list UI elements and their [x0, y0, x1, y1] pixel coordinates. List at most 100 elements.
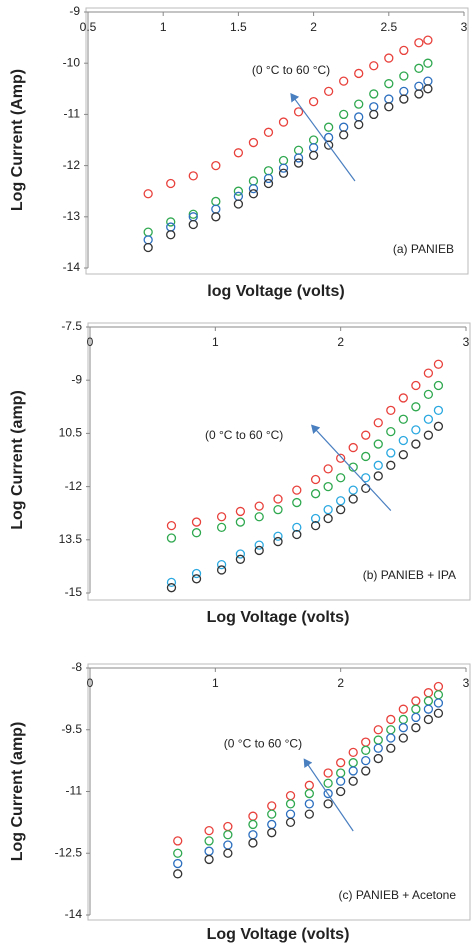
- plot-frame: [85, 7, 469, 275]
- y-tick-label: -15: [65, 585, 83, 599]
- data-point: [348, 462, 358, 472]
- data-point: [348, 494, 358, 504]
- data-point: [263, 127, 274, 137]
- data-point: [411, 696, 421, 706]
- data-point: [423, 35, 433, 45]
- data-point: [293, 153, 304, 163]
- data-point: [433, 698, 444, 708]
- data-point: [188, 209, 198, 219]
- data-point: [285, 799, 296, 809]
- x-tick-label: 2: [337, 335, 344, 349]
- y-tick-label: -12: [65, 479, 83, 493]
- data-point: [233, 186, 244, 196]
- data-point: [211, 160, 221, 171]
- data-point: [323, 132, 334, 143]
- x-tick-label: 2: [310, 20, 317, 34]
- data-point: [293, 158, 304, 168]
- y-tick-label: -11: [66, 784, 83, 798]
- data-point: [273, 531, 283, 541]
- data-point: [339, 130, 349, 140]
- data-point: [216, 522, 227, 533]
- data-point: [339, 122, 349, 132]
- data-point: [223, 848, 233, 858]
- data-point: [336, 758, 346, 768]
- data-point: [310, 474, 321, 485]
- data-point: [263, 166, 274, 176]
- data-point: [267, 801, 277, 811]
- data-point: [398, 733, 408, 743]
- arrow: [303, 758, 354, 832]
- data-point: [188, 219, 198, 230]
- data-point: [166, 577, 177, 588]
- data-point: [292, 529, 302, 540]
- data-point: [285, 790, 296, 801]
- data-point: [304, 780, 314, 790]
- data-point: [354, 119, 364, 130]
- data-point: [323, 505, 333, 515]
- panel-label: (c) PANIEB + Acetone: [339, 888, 457, 902]
- data-point: [361, 451, 371, 462]
- data-point: [216, 512, 227, 522]
- data-point: [273, 505, 283, 515]
- data-point: [386, 405, 396, 415]
- data-point: [433, 359, 444, 369]
- data-point: [354, 68, 364, 79]
- data-point: [166, 222, 176, 232]
- data-point: [285, 809, 296, 819]
- data-point: [143, 242, 153, 253]
- data-point: [323, 513, 333, 524]
- data-point: [248, 811, 258, 821]
- data-point: [267, 819, 277, 830]
- data-point: [369, 102, 379, 112]
- data-point: [411, 402, 421, 412]
- annotation: (0 °C to 60 °C): [252, 63, 330, 77]
- x-tick-label: 2.5: [380, 20, 397, 34]
- x-tick-label: 2: [337, 676, 344, 690]
- data-point: [423, 704, 434, 714]
- data-point: [223, 821, 233, 832]
- data-point: [411, 712, 421, 723]
- data-point: [369, 109, 379, 120]
- data-point: [414, 38, 424, 48]
- data-point: [304, 799, 314, 809]
- data-point: [211, 204, 221, 214]
- data-point: [204, 836, 214, 846]
- data-point: [384, 53, 394, 63]
- data-point: [373, 460, 383, 470]
- data-point: [399, 71, 409, 81]
- data-point: [398, 450, 408, 460]
- data-point: [399, 45, 409, 56]
- data-point: [361, 430, 371, 440]
- data-point: [398, 414, 408, 424]
- x-axis-label: log Voltage (volts): [207, 283, 344, 300]
- data-point: [235, 554, 246, 564]
- data-point: [423, 368, 434, 378]
- data-point: [323, 140, 334, 150]
- data-point: [433, 708, 444, 718]
- y-tick-label: -7.5: [61, 319, 82, 333]
- x-tick-label: 1: [212, 676, 219, 690]
- data-point: [248, 819, 258, 830]
- y-axis-label: Log Current (amp): [9, 390, 26, 530]
- data-point: [293, 107, 304, 117]
- arrow: [290, 92, 356, 182]
- data-point: [361, 766, 371, 776]
- annotation: (0 °C to 60 °C): [205, 428, 283, 442]
- data-point: [399, 94, 409, 104]
- data-point: [398, 393, 408, 403]
- data-point: [191, 568, 202, 579]
- data-point: [173, 836, 183, 846]
- data-point: [384, 102, 394, 112]
- data-point: [233, 191, 244, 201]
- data-point: [361, 755, 371, 766]
- data-point: [336, 768, 346, 778]
- data-point: [173, 858, 183, 869]
- data-point: [278, 117, 289, 127]
- y-tick-label: -10: [63, 55, 81, 69]
- data-point: [166, 217, 176, 227]
- data-point: [399, 86, 409, 97]
- y-tick-label: 10.5: [59, 426, 83, 440]
- data-point: [386, 725, 396, 735]
- data-point: [173, 848, 183, 858]
